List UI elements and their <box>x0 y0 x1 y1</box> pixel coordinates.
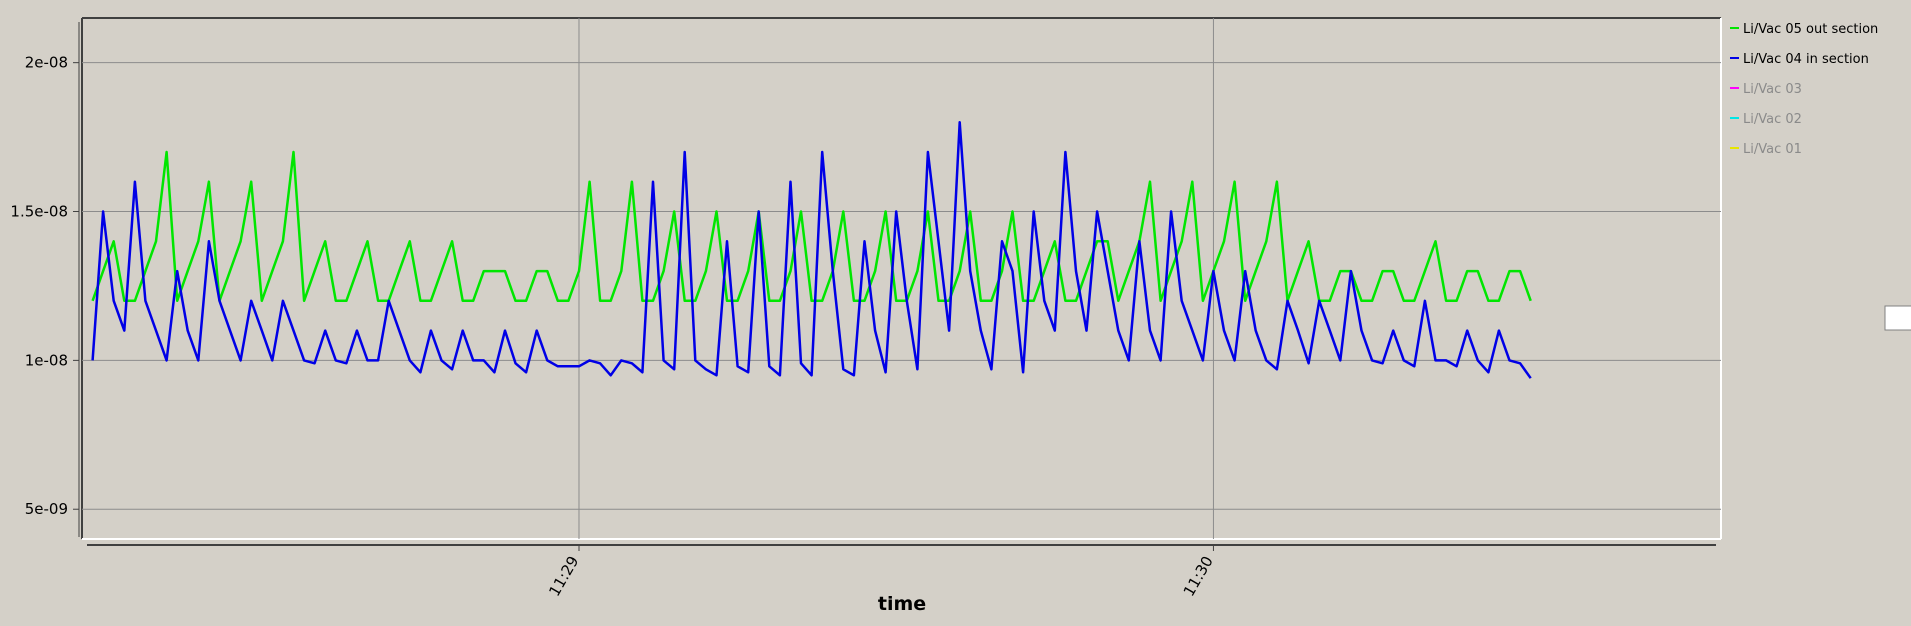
y-tick-label: 5e-09 <box>25 500 68 518</box>
y-tick-label: 1.5e-08 <box>10 203 68 221</box>
legend-label: Li/Vac 01 <box>1743 142 1802 157</box>
y-tick-label: 2e-08 <box>25 54 68 72</box>
legend-label: Li/Vac 05 out section <box>1743 22 1878 37</box>
y-tick-label: 1e-08 <box>25 351 68 369</box>
legend-label: Li/Vac 03 <box>1743 82 1802 97</box>
side-widget[interactable] <box>1884 305 1911 331</box>
legend-label: Li/Vac 04 in section <box>1743 52 1869 67</box>
legend-label: Li/Vac 02 <box>1743 112 1802 127</box>
series-line <box>91 120 1532 379</box>
series-line <box>91 150 1532 303</box>
x-axis-title: time <box>878 593 926 615</box>
